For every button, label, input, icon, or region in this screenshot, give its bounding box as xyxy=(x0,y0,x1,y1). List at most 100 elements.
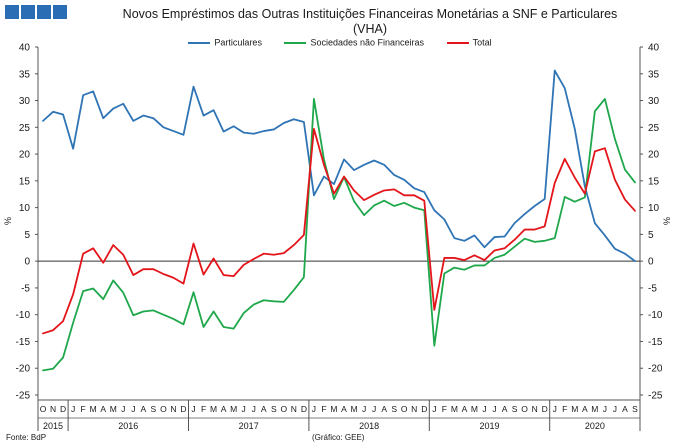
y-tick-label-right: 30 xyxy=(648,96,660,107)
y-tick-label-left: -5 xyxy=(21,283,30,294)
x-tick-label: A xyxy=(381,404,387,414)
x-tick-label: S xyxy=(632,404,638,414)
y-tick-label-left: 30 xyxy=(19,96,31,107)
x-tick-label: O xyxy=(521,404,528,414)
y-tick-label-right: -15 xyxy=(648,337,663,348)
legend-item-total: Total xyxy=(446,37,492,48)
x-tick-label: A xyxy=(221,404,227,414)
y-axis-label-left: % xyxy=(3,217,13,225)
series-line-2 xyxy=(42,128,636,335)
y-tick-label-right: 5 xyxy=(648,230,654,241)
series-line-0 xyxy=(42,69,636,263)
x-tick-label: A xyxy=(582,404,588,414)
x-tick-label: F xyxy=(321,404,326,414)
y-tick-label-left: 0 xyxy=(24,257,30,268)
x-tick-label: M xyxy=(90,404,97,414)
y-tick-label-right: 25 xyxy=(648,123,660,134)
logo-square xyxy=(5,5,19,19)
x-tick-label: F xyxy=(442,404,447,414)
x-tick-label: A xyxy=(341,404,347,414)
year-label: 2017 xyxy=(239,421,259,431)
logo-square xyxy=(37,5,51,19)
x-tick-label: D xyxy=(301,404,307,414)
legend-label-particulares: Particulares xyxy=(214,37,262,48)
legend-swatch-snf xyxy=(284,41,307,44)
y-tick-label-left: -25 xyxy=(16,391,31,402)
x-tick-label: A xyxy=(141,404,147,414)
logo-square xyxy=(53,5,67,19)
y-axis-label-right: % xyxy=(662,217,672,225)
chart-title: Novos Empréstimos das Outras Instituiçõe… xyxy=(70,7,670,37)
x-tick-label: J xyxy=(362,404,366,414)
y-tick-label-left: -15 xyxy=(16,337,31,348)
x-tick-label: A xyxy=(261,404,267,414)
x-tick-label: A xyxy=(622,404,628,414)
y-tick-label-left: 15 xyxy=(19,176,31,187)
x-tick-label: M xyxy=(471,404,478,414)
x-tick-label: F xyxy=(81,404,86,414)
x-tick-label: J xyxy=(482,404,486,414)
x-tick-label: N xyxy=(50,404,56,414)
legend-item-particulares: Particulares xyxy=(188,37,262,48)
x-tick-label: M xyxy=(110,404,117,414)
x-tick-label: O xyxy=(281,404,288,414)
y-tick-label-right: 15 xyxy=(648,176,660,187)
y-tick-label-right: 10 xyxy=(648,203,660,214)
y-tick-label-left: 10 xyxy=(19,203,31,214)
x-tick-label: M xyxy=(210,404,217,414)
x-tick-label: M xyxy=(230,404,237,414)
x-tick-label: A xyxy=(502,404,508,414)
x-tick-label: F xyxy=(562,404,567,414)
x-tick-label: M xyxy=(591,404,598,414)
x-tick-label: D xyxy=(542,404,548,414)
y-tick-label-left: -20 xyxy=(16,364,31,375)
y-tick-label-left: 5 xyxy=(24,230,30,241)
y-tick-label-right: -20 xyxy=(648,364,663,375)
y-tick-label-right: -25 xyxy=(648,391,663,402)
x-tick-label: A xyxy=(100,404,106,414)
x-tick-label: N xyxy=(411,404,417,414)
x-tick-label: J xyxy=(613,404,617,414)
x-tick-label: M xyxy=(330,404,337,414)
x-tick-label: S xyxy=(391,404,397,414)
x-tick-label: M xyxy=(571,404,578,414)
chart-subtitle: (VHA) xyxy=(352,22,388,36)
year-label: 2016 xyxy=(118,421,138,431)
x-tick-label: J xyxy=(121,404,125,414)
x-tick-label: O xyxy=(160,404,167,414)
x-tick-label: J xyxy=(242,404,246,414)
x-tick-label: N xyxy=(291,404,297,414)
x-tick-label: J xyxy=(312,404,316,414)
y-tick-label-right: 0 xyxy=(648,257,654,268)
chart-title-text: Novos Empréstimos das Outras Instituiçõe… xyxy=(122,7,618,21)
series-line-1 xyxy=(42,98,636,372)
x-tick-label: O xyxy=(40,404,47,414)
x-tick-label: J xyxy=(553,404,557,414)
year-label: 2019 xyxy=(479,421,499,431)
x-tick-label: J xyxy=(603,404,607,414)
legend-label-snf: Sociedades não Financeiras xyxy=(310,37,425,48)
x-tick-label: S xyxy=(512,404,518,414)
year-label: 2020 xyxy=(585,421,605,431)
legend-label-total: Total xyxy=(472,37,492,48)
source-note: Fonte: BdP xyxy=(6,433,47,442)
x-tick-label: J xyxy=(492,404,496,414)
x-tick-label: N xyxy=(170,404,176,414)
x-tick-label: J xyxy=(432,404,436,414)
y-tick-label-right: -5 xyxy=(648,283,657,294)
x-tick-label: D xyxy=(60,404,66,414)
x-tick-label: M xyxy=(351,404,358,414)
chart-legend: Particulares Sociedades não Financeiras … xyxy=(0,37,680,48)
y-tick-label-right: 20 xyxy=(648,150,660,161)
y-tick-label-left: 40 xyxy=(19,43,31,54)
x-tick-label: J xyxy=(372,404,376,414)
year-label: 2018 xyxy=(359,421,379,431)
x-tick-label: M xyxy=(451,404,458,414)
x-tick-label: S xyxy=(151,404,157,414)
year-label: 2015 xyxy=(43,421,63,431)
chart-credit: (Gráfico: GEE) xyxy=(312,433,365,442)
y-tick-label-left: 35 xyxy=(19,69,31,80)
y-tick-label-right: 40 xyxy=(648,43,660,54)
y-tick-label-left: -10 xyxy=(16,310,31,321)
